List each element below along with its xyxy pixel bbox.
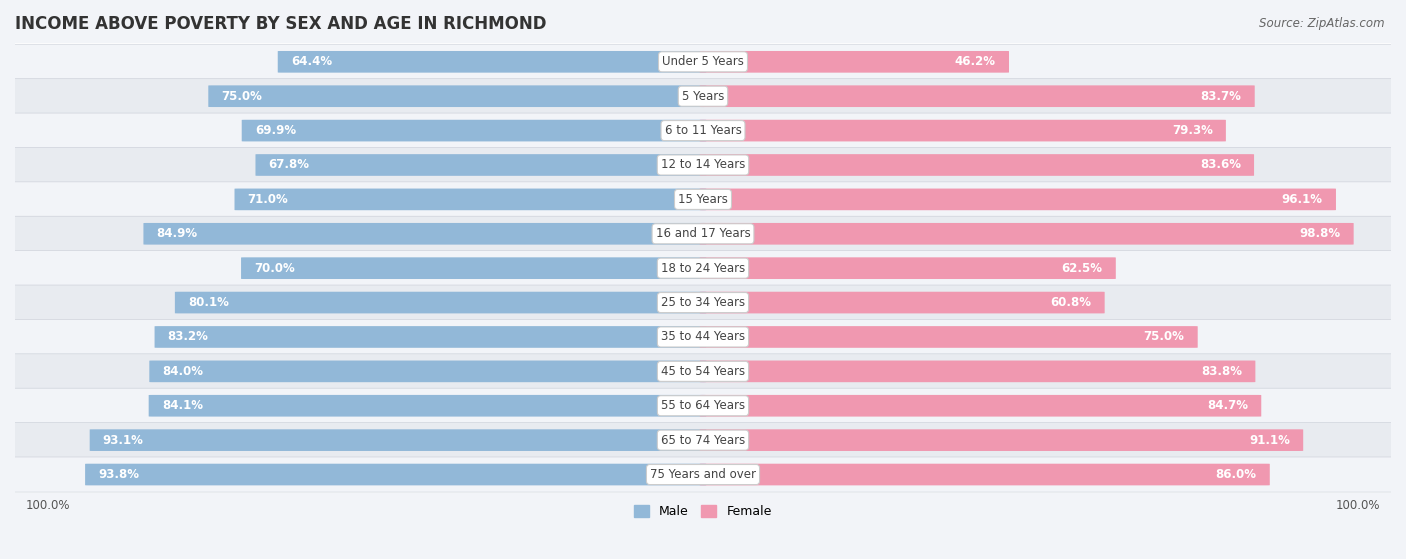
Text: 93.8%: 93.8% <box>98 468 139 481</box>
Text: 79.3%: 79.3% <box>1171 124 1213 137</box>
Text: 91.1%: 91.1% <box>1249 434 1291 447</box>
Text: 60.8%: 60.8% <box>1050 296 1091 309</box>
FancyBboxPatch shape <box>700 361 1256 382</box>
Text: 70.0%: 70.0% <box>254 262 295 274</box>
Text: Source: ZipAtlas.com: Source: ZipAtlas.com <box>1260 17 1385 30</box>
FancyBboxPatch shape <box>700 51 1010 73</box>
Text: 96.1%: 96.1% <box>1282 193 1323 206</box>
Text: INCOME ABOVE POVERTY BY SEX AND AGE IN RICHMOND: INCOME ABOVE POVERTY BY SEX AND AGE IN R… <box>15 15 547 33</box>
FancyBboxPatch shape <box>8 388 1398 423</box>
Text: 83.8%: 83.8% <box>1201 365 1243 378</box>
FancyBboxPatch shape <box>256 154 706 176</box>
FancyBboxPatch shape <box>700 154 1254 176</box>
FancyBboxPatch shape <box>8 250 1398 286</box>
Text: 84.9%: 84.9% <box>156 228 198 240</box>
Text: 84.7%: 84.7% <box>1208 399 1249 412</box>
Text: 75.0%: 75.0% <box>221 89 263 103</box>
FancyBboxPatch shape <box>8 79 1398 113</box>
Text: 93.1%: 93.1% <box>103 434 143 447</box>
FancyBboxPatch shape <box>700 86 1254 107</box>
FancyBboxPatch shape <box>8 44 1398 79</box>
FancyBboxPatch shape <box>700 188 1336 210</box>
Text: 64.4%: 64.4% <box>291 55 332 68</box>
FancyBboxPatch shape <box>278 51 706 73</box>
FancyBboxPatch shape <box>90 429 706 451</box>
Text: 5 Years: 5 Years <box>682 89 724 103</box>
Text: 75 Years and over: 75 Years and over <box>650 468 756 481</box>
Text: 84.1%: 84.1% <box>162 399 202 412</box>
Text: 86.0%: 86.0% <box>1216 468 1257 481</box>
FancyBboxPatch shape <box>8 423 1398 458</box>
FancyBboxPatch shape <box>700 395 1261 416</box>
FancyBboxPatch shape <box>155 326 706 348</box>
FancyBboxPatch shape <box>700 257 1116 279</box>
Text: 98.8%: 98.8% <box>1299 228 1340 240</box>
Text: 18 to 24 Years: 18 to 24 Years <box>661 262 745 274</box>
FancyBboxPatch shape <box>700 223 1354 245</box>
FancyBboxPatch shape <box>8 285 1398 320</box>
FancyBboxPatch shape <box>240 257 706 279</box>
FancyBboxPatch shape <box>8 148 1398 183</box>
Text: 83.6%: 83.6% <box>1199 159 1241 172</box>
Text: Under 5 Years: Under 5 Years <box>662 55 744 68</box>
Text: 62.5%: 62.5% <box>1062 262 1102 274</box>
FancyBboxPatch shape <box>149 361 706 382</box>
Text: 80.1%: 80.1% <box>188 296 229 309</box>
Text: 46.2%: 46.2% <box>955 55 995 68</box>
FancyBboxPatch shape <box>8 457 1398 492</box>
FancyBboxPatch shape <box>174 292 706 314</box>
FancyBboxPatch shape <box>700 326 1198 348</box>
Text: 67.8%: 67.8% <box>269 159 309 172</box>
Text: 65 to 74 Years: 65 to 74 Years <box>661 434 745 447</box>
FancyBboxPatch shape <box>242 120 706 141</box>
FancyBboxPatch shape <box>86 464 706 485</box>
Legend: Male, Female: Male, Female <box>630 500 776 523</box>
FancyBboxPatch shape <box>8 182 1398 217</box>
Text: 83.2%: 83.2% <box>167 330 208 343</box>
FancyBboxPatch shape <box>700 120 1226 141</box>
FancyBboxPatch shape <box>700 429 1303 451</box>
Text: 71.0%: 71.0% <box>247 193 288 206</box>
Text: 83.7%: 83.7% <box>1201 89 1241 103</box>
FancyBboxPatch shape <box>143 223 706 245</box>
Text: 25 to 34 Years: 25 to 34 Years <box>661 296 745 309</box>
FancyBboxPatch shape <box>8 354 1398 389</box>
FancyBboxPatch shape <box>149 395 706 416</box>
FancyBboxPatch shape <box>700 464 1270 485</box>
FancyBboxPatch shape <box>8 216 1398 252</box>
Text: 12 to 14 Years: 12 to 14 Years <box>661 159 745 172</box>
Text: 15 Years: 15 Years <box>678 193 728 206</box>
FancyBboxPatch shape <box>208 86 706 107</box>
Text: 55 to 64 Years: 55 to 64 Years <box>661 399 745 412</box>
Text: 84.0%: 84.0% <box>163 365 204 378</box>
Text: 35 to 44 Years: 35 to 44 Years <box>661 330 745 343</box>
FancyBboxPatch shape <box>8 113 1398 148</box>
Text: 16 and 17 Years: 16 and 17 Years <box>655 228 751 240</box>
FancyBboxPatch shape <box>8 319 1398 354</box>
Text: 69.9%: 69.9% <box>254 124 295 137</box>
Text: 6 to 11 Years: 6 to 11 Years <box>665 124 741 137</box>
Text: 45 to 54 Years: 45 to 54 Years <box>661 365 745 378</box>
FancyBboxPatch shape <box>235 188 706 210</box>
FancyBboxPatch shape <box>700 292 1105 314</box>
Text: 75.0%: 75.0% <box>1143 330 1185 343</box>
